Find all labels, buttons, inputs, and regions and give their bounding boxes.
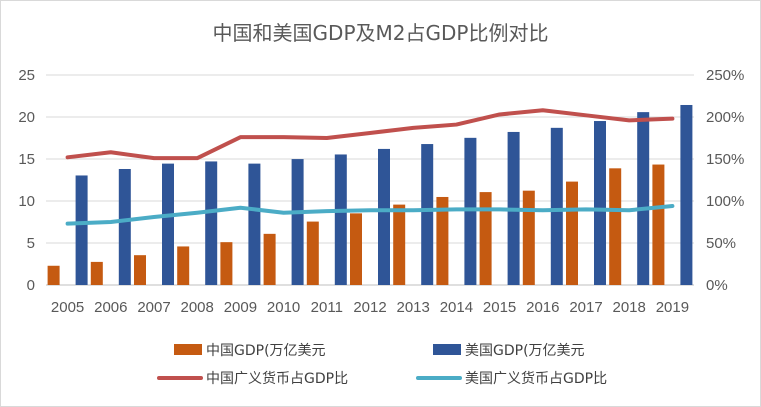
- bar: [291, 159, 304, 285]
- x-tick-label: 2008: [181, 299, 214, 316]
- line-series: [65, 204, 675, 226]
- x-tick-label: 2006: [94, 299, 127, 316]
- y-right-tick-label: 250%: [706, 67, 744, 84]
- x-tick-label: 2019: [656, 299, 689, 316]
- y-left-tick-label: 5: [27, 235, 35, 252]
- bar: [378, 148, 390, 285]
- x-tick-label: 2015: [483, 299, 516, 316]
- bar: [90, 261, 103, 285]
- chart-title: 中国和美国GDP及M2占GDP比例对比: [212, 21, 549, 45]
- bar: [205, 161, 218, 285]
- x-tick-label: 2007: [137, 299, 170, 316]
- legend-swatch: [433, 344, 461, 355]
- x-tick-label: 2012: [353, 299, 386, 316]
- legend-item: 中国广义货币占GDP比: [157, 370, 348, 387]
- x-tick-label: 2017: [569, 299, 602, 316]
- x-tick-label: 2013: [397, 299, 430, 316]
- line-series: [65, 108, 675, 161]
- legend-item: 美国广义货币占GDP比: [416, 370, 607, 387]
- bar: [75, 175, 88, 285]
- y-left-tick-label: 15: [18, 151, 35, 168]
- bar: [566, 181, 578, 285]
- legend-label: 中国广义货币占GDP比: [206, 370, 348, 387]
- bar: [680, 104, 693, 285]
- legend-label: 美国广义货币占GDP比: [465, 370, 607, 387]
- y-left-tick-label: 20: [18, 109, 35, 126]
- bar-series: [75, 104, 693, 286]
- x-tick-label: 2014: [440, 299, 473, 316]
- bar-series: [47, 164, 665, 285]
- bar: [248, 163, 261, 285]
- bar: [47, 265, 60, 285]
- bar: [162, 163, 174, 285]
- legend-item: 美国GDP(万亿美元: [433, 343, 585, 359]
- bar: [177, 246, 190, 285]
- bar: [550, 127, 563, 285]
- bar: [464, 137, 477, 285]
- bar: [436, 196, 449, 285]
- bar: [421, 144, 434, 285]
- bar: [479, 192, 492, 285]
- y-right-tick-label: 0%: [706, 277, 728, 294]
- bar: [134, 255, 146, 285]
- bar: [609, 168, 622, 285]
- legend-item: 中国GDP(万亿美元: [174, 343, 326, 359]
- y-left-tick-label: 10: [18, 193, 35, 210]
- y-left-tick-label: 0: [27, 277, 35, 294]
- legend-label: 美国GDP(万亿美元: [465, 343, 585, 359]
- y-right-tick-label: 100%: [706, 193, 744, 210]
- bar: [522, 190, 535, 285]
- x-tick-label: 2016: [526, 299, 559, 316]
- legend-swatch: [174, 344, 202, 355]
- y-right-tick-label: 50%: [706, 235, 736, 252]
- bar: [118, 168, 131, 285]
- bar: [350, 213, 362, 285]
- bar: [652, 164, 665, 285]
- legend-label: 中国GDP(万亿美元: [206, 343, 326, 359]
- x-tick-label: 2018: [613, 299, 646, 316]
- x-tick-label: 2011: [311, 299, 343, 316]
- y-right-tick-label: 150%: [706, 151, 744, 168]
- bar: [594, 121, 606, 285]
- bar: [263, 233, 276, 285]
- y-right-tick-label: 200%: [706, 109, 744, 126]
- bar: [393, 204, 406, 285]
- x-tick-label: 2010: [267, 299, 300, 316]
- bar: [306, 221, 319, 285]
- bar: [637, 112, 650, 286]
- bar: [220, 242, 233, 285]
- y-left-tick-label: 25: [18, 67, 35, 84]
- x-tick-label: 2005: [51, 299, 84, 316]
- x-tick-label: 2009: [224, 299, 257, 316]
- bar: [334, 154, 347, 285]
